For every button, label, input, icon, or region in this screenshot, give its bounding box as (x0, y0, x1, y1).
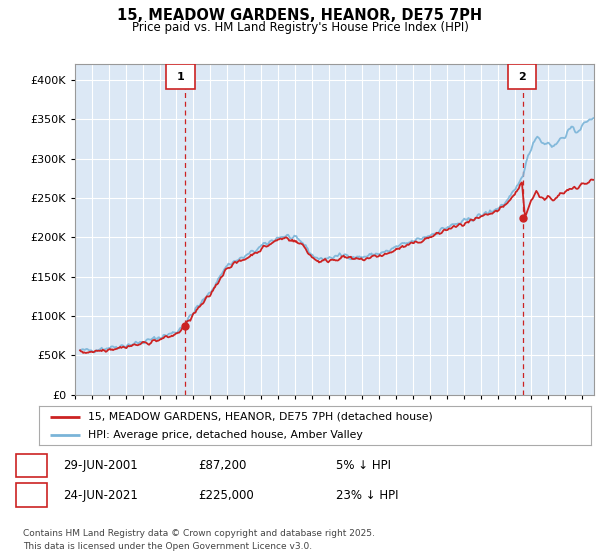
Text: 24-JUN-2021: 24-JUN-2021 (63, 488, 138, 502)
Text: £225,000: £225,000 (198, 488, 254, 502)
Text: 1: 1 (177, 72, 185, 82)
Text: 5% ↓ HPI: 5% ↓ HPI (336, 459, 391, 472)
FancyBboxPatch shape (166, 64, 195, 89)
Text: Contains HM Land Registry data © Crown copyright and database right 2025.
This d: Contains HM Land Registry data © Crown c… (23, 529, 374, 550)
Text: 2: 2 (27, 488, 35, 502)
Text: £87,200: £87,200 (198, 459, 247, 472)
Text: 29-JUN-2001: 29-JUN-2001 (63, 459, 138, 472)
Text: 15, MEADOW GARDENS, HEANOR, DE75 7PH: 15, MEADOW GARDENS, HEANOR, DE75 7PH (118, 8, 482, 24)
FancyBboxPatch shape (508, 64, 536, 89)
Text: HPI: Average price, detached house, Amber Valley: HPI: Average price, detached house, Ambe… (88, 430, 362, 440)
Text: Price paid vs. HM Land Registry's House Price Index (HPI): Price paid vs. HM Land Registry's House … (131, 21, 469, 34)
Text: 1: 1 (27, 459, 35, 472)
Text: 23% ↓ HPI: 23% ↓ HPI (336, 488, 398, 502)
Text: 2: 2 (518, 72, 526, 82)
Text: 15, MEADOW GARDENS, HEANOR, DE75 7PH (detached house): 15, MEADOW GARDENS, HEANOR, DE75 7PH (de… (88, 412, 433, 422)
